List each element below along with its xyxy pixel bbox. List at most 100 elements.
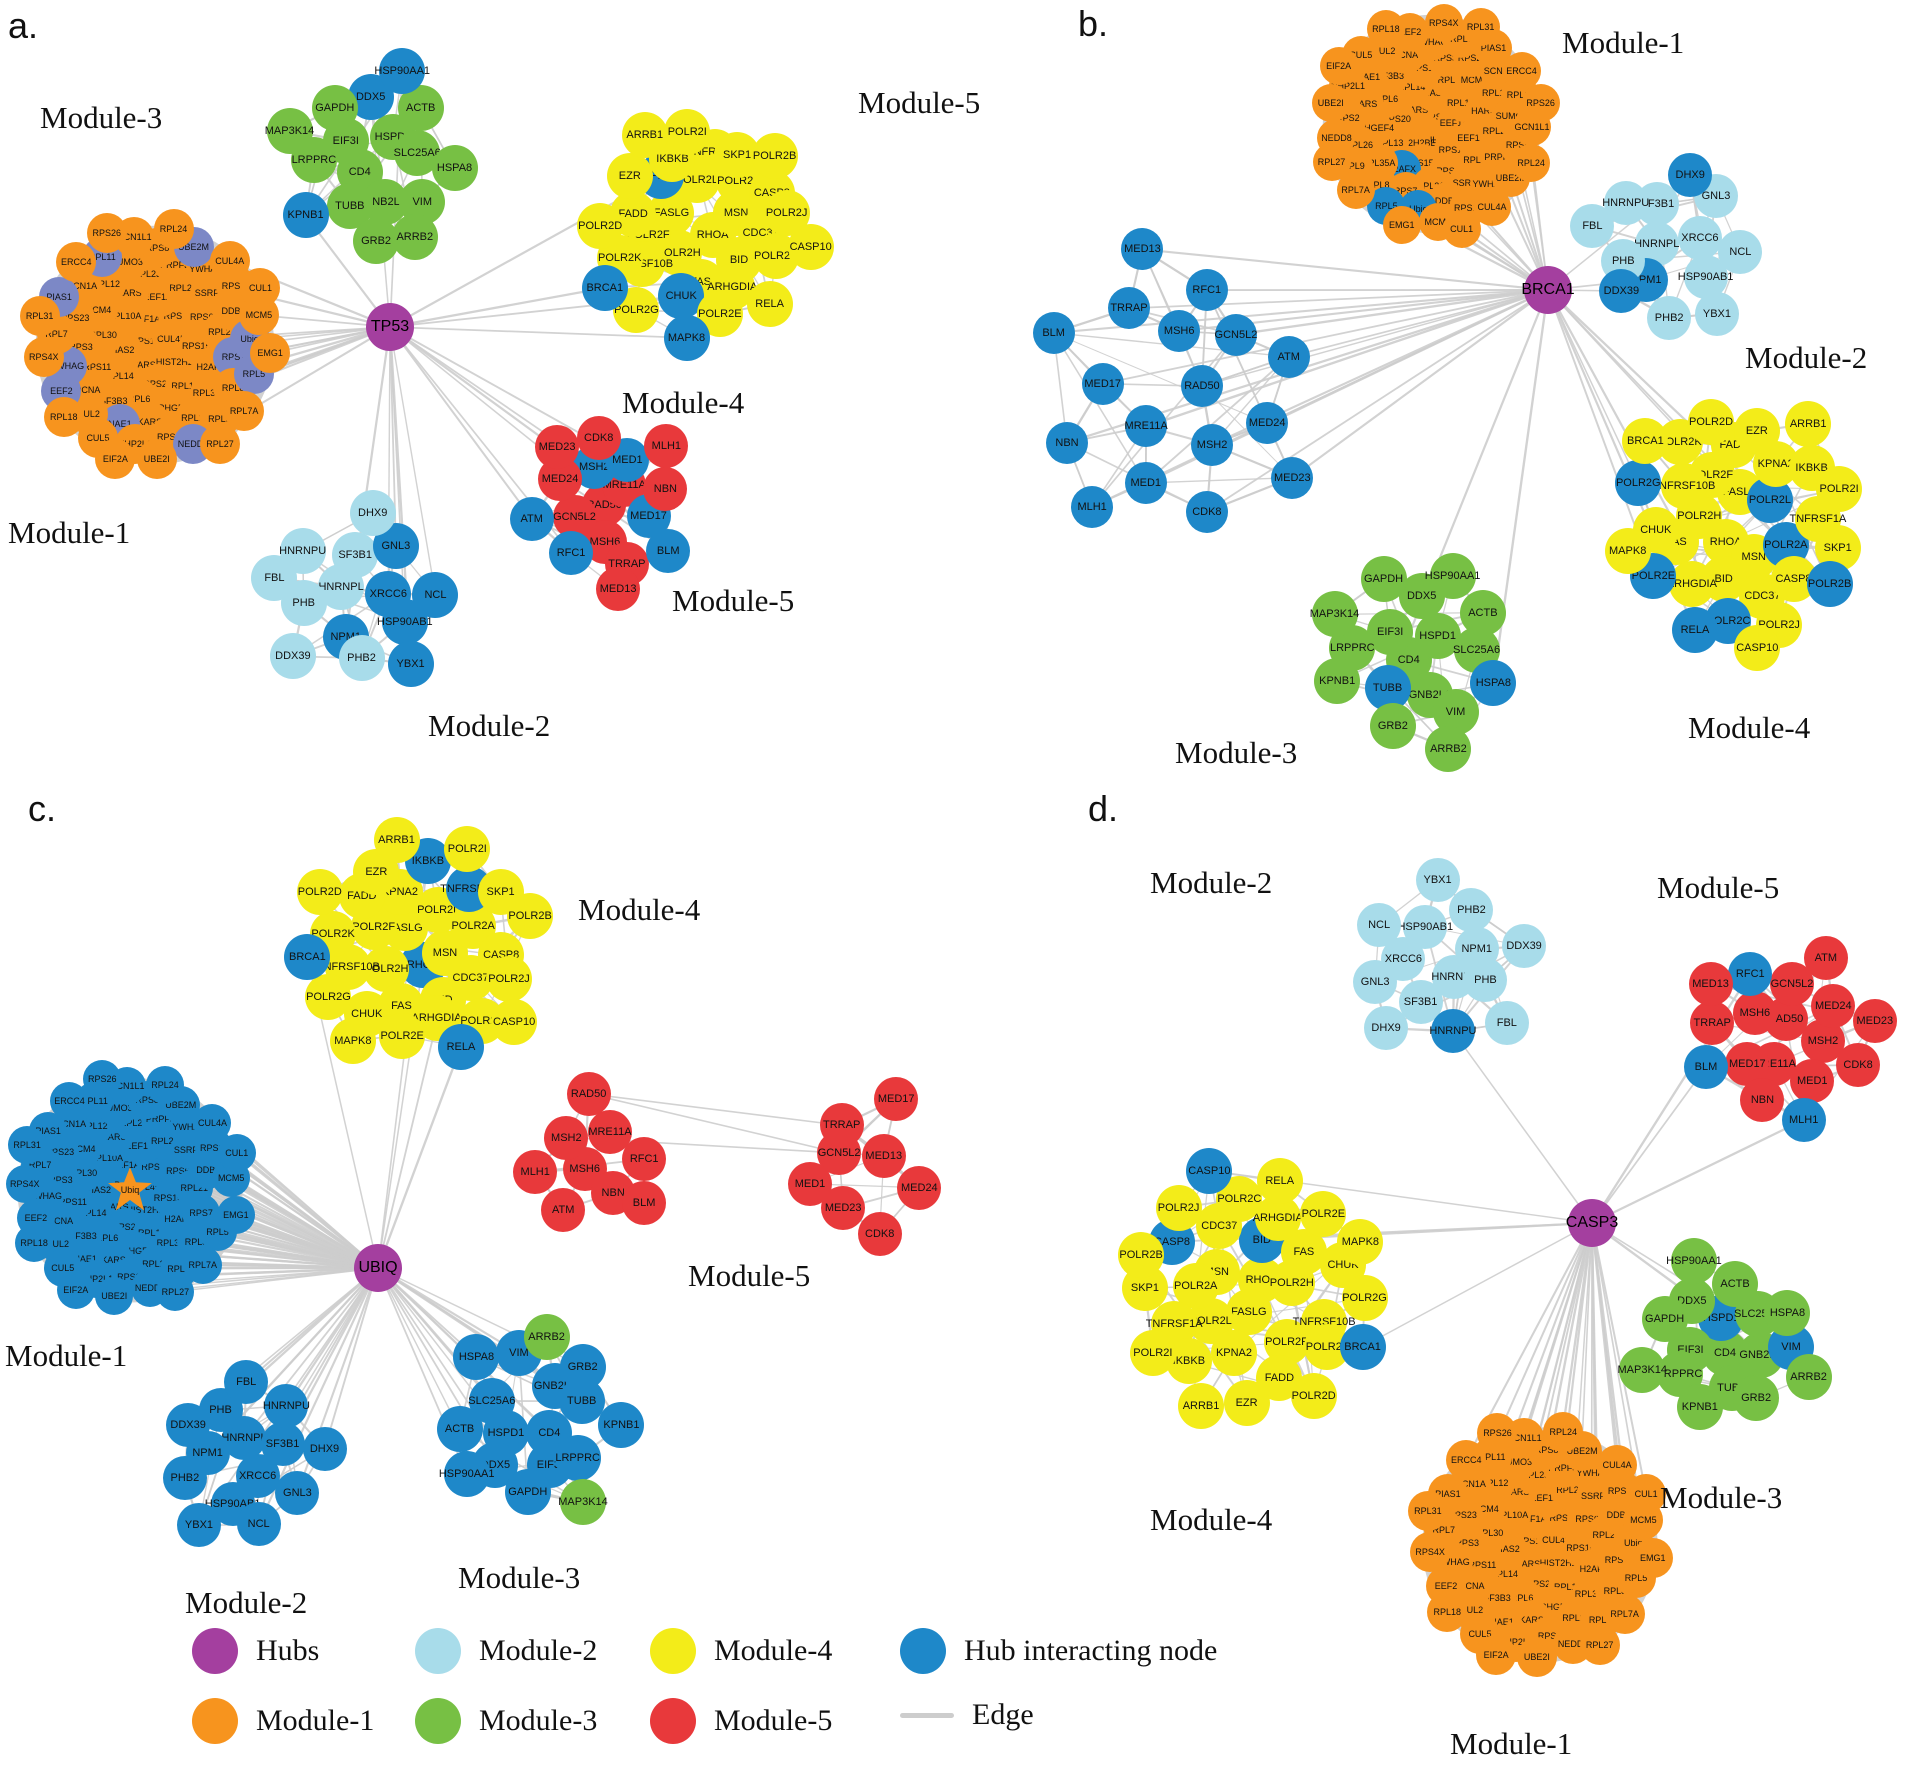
node-HNRNPU[interactable]: HNRNPU [263, 1383, 310, 1428]
node-MED23[interactable]: MED23 [535, 424, 580, 469]
node-POLR2B[interactable]: POLR2B [1806, 561, 1853, 608]
node-UBE2I[interactable]: UBE2I [136, 438, 177, 479]
node-NCL[interactable]: NCL [1718, 229, 1763, 274]
node-PHB2[interactable]: PHB2 [1449, 887, 1494, 932]
node-CASP10[interactable]: CASP10 [787, 224, 834, 271]
hub-node-CASP3[interactable]: CASP3 [1566, 1199, 1618, 1247]
node-GAPDH[interactable]: GAPDH [1641, 1295, 1688, 1342]
node-EMG1[interactable]: EMG1 [216, 1196, 255, 1235]
node-POLR2G[interactable]: POLR2G [1615, 460, 1662, 507]
node-ARRB1[interactable]: ARRB1 [373, 816, 420, 863]
node-MED1[interactable]: MED1 [787, 1161, 832, 1206]
node-ARRB1[interactable]: ARRB1 [1178, 1383, 1225, 1430]
node-RPL24[interactable]: RPL24 [153, 209, 194, 250]
node-ATM[interactable]: ATM [1803, 935, 1848, 980]
node-NBN[interactable]: NBN [643, 466, 688, 511]
node-ERCC4[interactable]: ERCC4 [50, 1081, 89, 1120]
node-MED24[interactable]: MED24 [897, 1165, 942, 1210]
node-UBE2I[interactable]: UBE2I [1516, 1636, 1557, 1677]
node-POLR2D[interactable]: POLR2D [577, 202, 624, 249]
node-RELA[interactable]: RELA [1671, 607, 1718, 654]
node-POLR2E[interactable]: POLR2E [379, 1012, 426, 1059]
node-BLM[interactable]: BLM [646, 528, 691, 573]
node-ARHGDIA[interactable]: ARHGDIA [1667, 560, 1717, 607]
node-MED23[interactable]: MED23 [1852, 998, 1897, 1043]
node-ARRB2[interactable]: ARRB2 [1425, 725, 1472, 772]
node-ATM[interactable]: ATM [509, 496, 554, 541]
node-RFC1[interactable]: RFC1 [1185, 269, 1228, 312]
node-HSP90AA1[interactable]: HSP90AA1 [374, 48, 430, 95]
node-MAP3K14[interactable]: MAP3K14 [265, 107, 314, 154]
node-HSP90AA1[interactable]: HSP90AA1 [439, 1451, 495, 1498]
node-RELA[interactable]: RELA [437, 1023, 484, 1070]
node-GCN5L2[interactable]: GCN5L2 [1215, 313, 1257, 356]
node-CDK8[interactable]: CDK8 [1836, 1042, 1881, 1087]
node-ATM[interactable]: ATM [541, 1187, 586, 1232]
node-SF3B1[interactable]: SF3B1 [332, 532, 379, 579]
node-CDK8[interactable]: CDK8 [576, 415, 621, 460]
node-MED23[interactable]: MED23 [1271, 456, 1314, 499]
node-TRRAP[interactable]: TRRAP [819, 1103, 864, 1148]
node-FBL[interactable]: FBL [1484, 1001, 1529, 1046]
node-DHX9[interactable]: DHX9 [349, 490, 396, 537]
node-RPL31[interactable]: RPL31 [19, 295, 60, 336]
node-EZR[interactable]: EZR [1733, 408, 1780, 455]
node-BRCA1[interactable]: BRCA1 [581, 264, 628, 311]
node-POLR2D[interactable]: POLR2D [296, 868, 343, 915]
node-RPL24[interactable]: RPL24 [145, 1066, 184, 1105]
node-BLM[interactable]: BLM [622, 1181, 667, 1226]
node-MLH1[interactable]: MLH1 [1071, 485, 1114, 528]
node-ARRB2[interactable]: ARRB2 [391, 213, 438, 260]
node-KPNB1[interactable]: KPNB1 [282, 192, 329, 239]
node-PHB2[interactable]: PHB2 [338, 634, 385, 681]
node-ARRB2[interactable]: ARRB2 [1785, 1353, 1832, 1400]
node-NCL[interactable]: NCL [1357, 903, 1402, 948]
node-MLH1[interactable]: MLH1 [513, 1149, 558, 1194]
node-BRCA1[interactable]: BRCA1 [1622, 417, 1669, 464]
node-ERCC4[interactable]: ERCC4 [1446, 1439, 1487, 1480]
node-RPL24[interactable]: RPL24 [1543, 1412, 1584, 1453]
node-EMG1[interactable]: EMG1 [1382, 205, 1421, 244]
node-POLR2I[interactable]: POLR2I [444, 825, 491, 872]
node-MED1[interactable]: MED1 [1124, 461, 1167, 504]
node-RPL31[interactable]: RPL31 [1461, 8, 1500, 47]
node-MAP3K14[interactable]: MAP3K14 [1310, 591, 1359, 638]
node-TRRAP[interactable]: TRRAP [1690, 1000, 1735, 1045]
node-RPS4X[interactable]: RPS4X [5, 1164, 44, 1203]
node-GRB2[interactable]: GRB2 [559, 1343, 606, 1390]
node-LRPPRC[interactable]: LRPPRC [554, 1435, 601, 1482]
node-RAD50[interactable]: RAD50 [1180, 365, 1223, 408]
node-HSP90AA1[interactable]: HSP90AA1 [1425, 553, 1480, 600]
node-MED13[interactable]: MED13 [861, 1133, 906, 1178]
node-YBX1[interactable]: YBX1 [1415, 857, 1460, 902]
node-DDX39[interactable]: DDX39 [166, 1402, 211, 1447]
node-RPL18[interactable]: RPL18 [1366, 9, 1405, 48]
node-DHX9[interactable]: DHX9 [302, 1426, 347, 1471]
node-UBE2I[interactable]: UBE2I [1311, 84, 1350, 123]
node-RPL27[interactable]: RPL27 [199, 423, 240, 464]
node-GAPDH[interactable]: GAPDH [311, 85, 358, 131]
node-POLR2D[interactable]: POLR2D [1688, 398, 1735, 445]
node-PHB2[interactable]: PHB2 [162, 1455, 207, 1500]
node-RPS4X[interactable]: RPS4X [1410, 1531, 1451, 1572]
node-MAPK8[interactable]: MAPK8 [663, 314, 710, 361]
node-CASP10[interactable]: CASP10 [1186, 1147, 1233, 1194]
node-RPS26[interactable]: RPS26 [1521, 84, 1560, 123]
node-HNRNPU[interactable]: HNRNPU [1429, 1009, 1476, 1054]
node-HSP90AB1[interactable]: HSP90AB1 [1397, 904, 1453, 949]
node-GAPDH[interactable]: GAPDH [504, 1468, 551, 1515]
hub-node-BRCA1[interactable]: BRCA1 [1521, 266, 1575, 314]
node-DHX9[interactable]: DHX9 [1364, 1006, 1409, 1051]
node-SF3B1[interactable]: SF3B1 [260, 1422, 305, 1467]
node-MSH6[interactable]: MSH6 [1732, 991, 1777, 1036]
node-FBL[interactable]: FBL [251, 554, 298, 601]
node-RPL27[interactable]: RPL27 [156, 1272, 195, 1311]
node-RPS26[interactable]: RPS26 [83, 1059, 122, 1098]
node-CUL1[interactable]: CUL1 [217, 1134, 256, 1173]
node-MSH2[interactable]: MSH2 [1191, 423, 1234, 466]
node-NBN[interactable]: NBN [1046, 421, 1089, 464]
node-RPL7A[interactable]: RPL7A [183, 1246, 222, 1285]
node-POLR2I[interactable]: POLR2I [1129, 1329, 1176, 1376]
node-POLR2B[interactable]: POLR2B [1118, 1231, 1165, 1278]
hub-node-TP53[interactable]: TP53 [366, 303, 414, 351]
